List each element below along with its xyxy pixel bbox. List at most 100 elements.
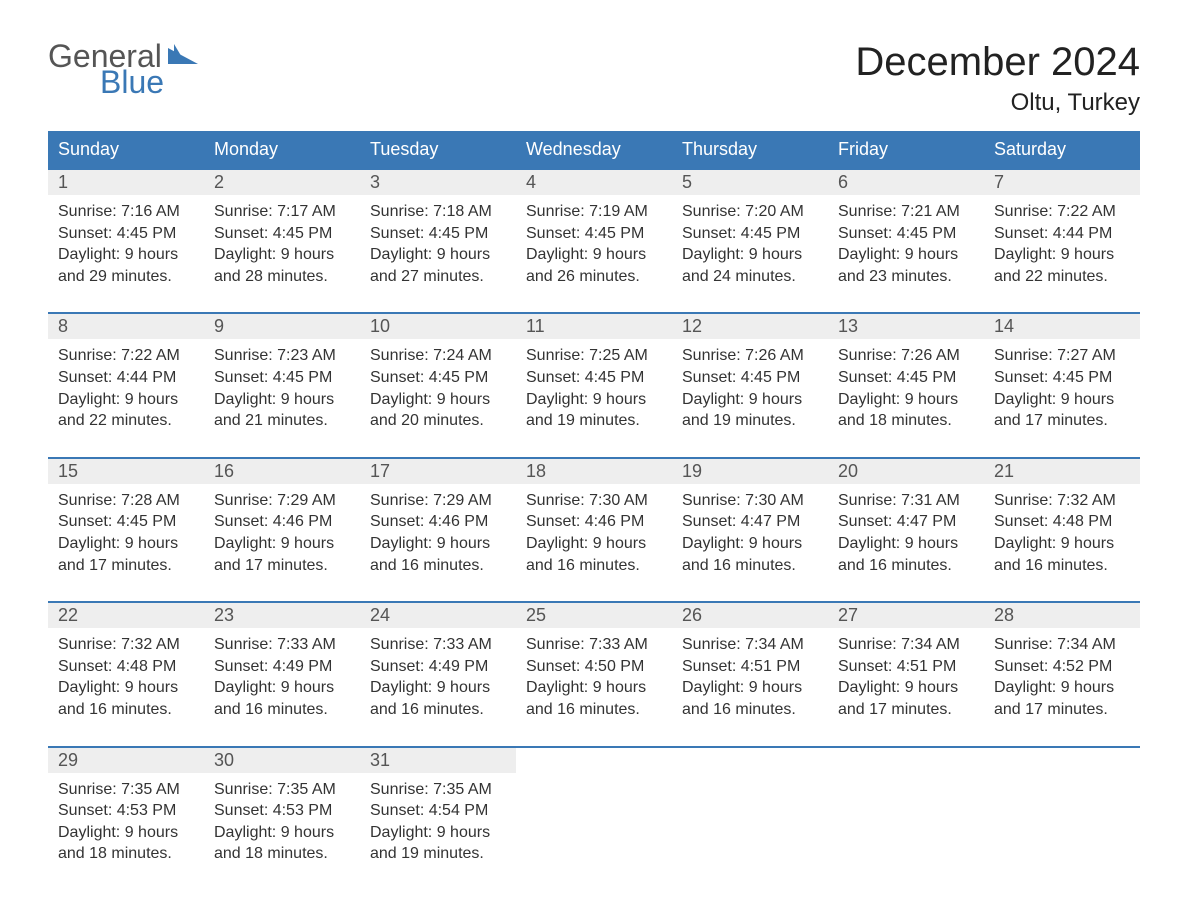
- sunrise-text: Sunrise: 7:23 AM: [214, 345, 350, 367]
- sunset-text: Sunset: 4:45 PM: [838, 223, 974, 245]
- sunrise-text: Sunrise: 7:24 AM: [370, 345, 506, 367]
- sunrise-text: Sunrise: 7:26 AM: [682, 345, 818, 367]
- day-number-cell: 3: [360, 169, 516, 195]
- day-number-cell: 11: [516, 313, 672, 339]
- sunset-text: Sunset: 4:45 PM: [58, 223, 194, 245]
- sunset-text: Sunset: 4:53 PM: [214, 800, 350, 822]
- day-number-cell: 30: [204, 747, 360, 773]
- daylight-line1: Daylight: 9 hours: [682, 533, 818, 555]
- sunrise-text: Sunrise: 7:22 AM: [994, 201, 1130, 223]
- day-number-row: 22232425262728: [48, 602, 1140, 628]
- daylight-line2: and 24 minutes.: [682, 266, 818, 288]
- day-number: 29: [58, 750, 78, 770]
- sunrise-text: Sunrise: 7:27 AM: [994, 345, 1130, 367]
- day-number: 17: [370, 461, 390, 481]
- day-content-cell: Sunrise: 7:17 AMSunset: 4:45 PMDaylight:…: [204, 195, 360, 291]
- day-content-row: Sunrise: 7:28 AMSunset: 4:45 PMDaylight:…: [48, 484, 1140, 580]
- day-content-cell: Sunrise: 7:35 AMSunset: 4:53 PMDaylight:…: [48, 773, 204, 869]
- logo-flag-icon: [168, 44, 198, 68]
- day-content-cell: Sunrise: 7:24 AMSunset: 4:45 PMDaylight:…: [360, 339, 516, 435]
- day-number-cell: 19: [672, 458, 828, 484]
- day-number: 22: [58, 605, 78, 625]
- daylight-line2: and 17 minutes.: [214, 555, 350, 577]
- daylight-line2: and 18 minutes.: [838, 410, 974, 432]
- day-content-cell: Sunrise: 7:23 AMSunset: 4:45 PMDaylight:…: [204, 339, 360, 435]
- daylight-line1: Daylight: 9 hours: [682, 677, 818, 699]
- sunset-text: Sunset: 4:49 PM: [370, 656, 506, 678]
- daylight-line1: Daylight: 9 hours: [838, 389, 974, 411]
- day-number-cell: 27: [828, 602, 984, 628]
- day-number: 24: [370, 605, 390, 625]
- day-content-cell: Sunrise: 7:16 AMSunset: 4:45 PMDaylight:…: [48, 195, 204, 291]
- weekday-header: Saturday: [984, 131, 1140, 169]
- day-number: 8: [58, 316, 68, 336]
- day-number-row: 15161718192021: [48, 458, 1140, 484]
- day-number-cell: 7: [984, 169, 1140, 195]
- day-content-cell: Sunrise: 7:30 AMSunset: 4:47 PMDaylight:…: [672, 484, 828, 580]
- daylight-line2: and 26 minutes.: [526, 266, 662, 288]
- weekday-header: Sunday: [48, 131, 204, 169]
- day-number: 1: [58, 172, 68, 192]
- day-content-cell: Sunrise: 7:18 AMSunset: 4:45 PMDaylight:…: [360, 195, 516, 291]
- day-content-cell: [516, 773, 672, 869]
- day-number: 14: [994, 316, 1014, 336]
- sunrise-text: Sunrise: 7:21 AM: [838, 201, 974, 223]
- sunrise-text: Sunrise: 7:33 AM: [370, 634, 506, 656]
- sunset-text: Sunset: 4:53 PM: [58, 800, 194, 822]
- daylight-line1: Daylight: 9 hours: [370, 822, 506, 844]
- day-number-cell: 13: [828, 313, 984, 339]
- weekday-header: Thursday: [672, 131, 828, 169]
- day-number-cell: 29: [48, 747, 204, 773]
- day-number-cell: [672, 747, 828, 773]
- day-number-cell: 23: [204, 602, 360, 628]
- day-number: 11: [526, 316, 545, 336]
- sunset-text: Sunset: 4:46 PM: [214, 511, 350, 533]
- week-spacer: [48, 436, 1140, 458]
- sunrise-text: Sunrise: 7:22 AM: [58, 345, 194, 367]
- sunset-text: Sunset: 4:46 PM: [370, 511, 506, 533]
- day-number-cell: 28: [984, 602, 1140, 628]
- day-content-row: Sunrise: 7:22 AMSunset: 4:44 PMDaylight:…: [48, 339, 1140, 435]
- daylight-line1: Daylight: 9 hours: [58, 533, 194, 555]
- daylight-line2: and 19 minutes.: [526, 410, 662, 432]
- week-spacer: [48, 580, 1140, 602]
- day-content-cell: Sunrise: 7:34 AMSunset: 4:51 PMDaylight:…: [828, 628, 984, 724]
- sunrise-text: Sunrise: 7:26 AM: [838, 345, 974, 367]
- sunset-text: Sunset: 4:51 PM: [838, 656, 974, 678]
- daylight-line1: Daylight: 9 hours: [682, 244, 818, 266]
- daylight-line2: and 28 minutes.: [214, 266, 350, 288]
- daylight-line2: and 23 minutes.: [838, 266, 974, 288]
- day-number-cell: 22: [48, 602, 204, 628]
- sunset-text: Sunset: 4:48 PM: [994, 511, 1130, 533]
- day-number-cell: 26: [672, 602, 828, 628]
- sunset-text: Sunset: 4:45 PM: [682, 367, 818, 389]
- daylight-line2: and 27 minutes.: [370, 266, 506, 288]
- sunrise-text: Sunrise: 7:34 AM: [838, 634, 974, 656]
- daylight-line1: Daylight: 9 hours: [994, 389, 1130, 411]
- day-number-cell: 12: [672, 313, 828, 339]
- day-content-cell: Sunrise: 7:29 AMSunset: 4:46 PMDaylight:…: [360, 484, 516, 580]
- day-content-cell: Sunrise: 7:22 AMSunset: 4:44 PMDaylight:…: [984, 195, 1140, 291]
- daylight-line1: Daylight: 9 hours: [370, 533, 506, 555]
- day-number: 18: [526, 461, 546, 481]
- day-number-cell: 17: [360, 458, 516, 484]
- day-content-cell: Sunrise: 7:32 AMSunset: 4:48 PMDaylight:…: [48, 628, 204, 724]
- day-number-cell: 2: [204, 169, 360, 195]
- daylight-line1: Daylight: 9 hours: [838, 533, 974, 555]
- sunrise-text: Sunrise: 7:35 AM: [58, 779, 194, 801]
- day-content-cell: Sunrise: 7:29 AMSunset: 4:46 PMDaylight:…: [204, 484, 360, 580]
- day-number: 23: [214, 605, 234, 625]
- daylight-line2: and 16 minutes.: [682, 699, 818, 721]
- logo: General Blue: [48, 40, 198, 98]
- daylight-line2: and 16 minutes.: [994, 555, 1130, 577]
- day-number: 5: [682, 172, 692, 192]
- sunset-text: Sunset: 4:52 PM: [994, 656, 1130, 678]
- day-number-cell: 9: [204, 313, 360, 339]
- sunset-text: Sunset: 4:44 PM: [994, 223, 1130, 245]
- daylight-line1: Daylight: 9 hours: [58, 244, 194, 266]
- daylight-line1: Daylight: 9 hours: [370, 389, 506, 411]
- daylight-line2: and 18 minutes.: [214, 843, 350, 865]
- sunrise-text: Sunrise: 7:25 AM: [526, 345, 662, 367]
- sunrise-text: Sunrise: 7:33 AM: [526, 634, 662, 656]
- week-spacer: [48, 725, 1140, 747]
